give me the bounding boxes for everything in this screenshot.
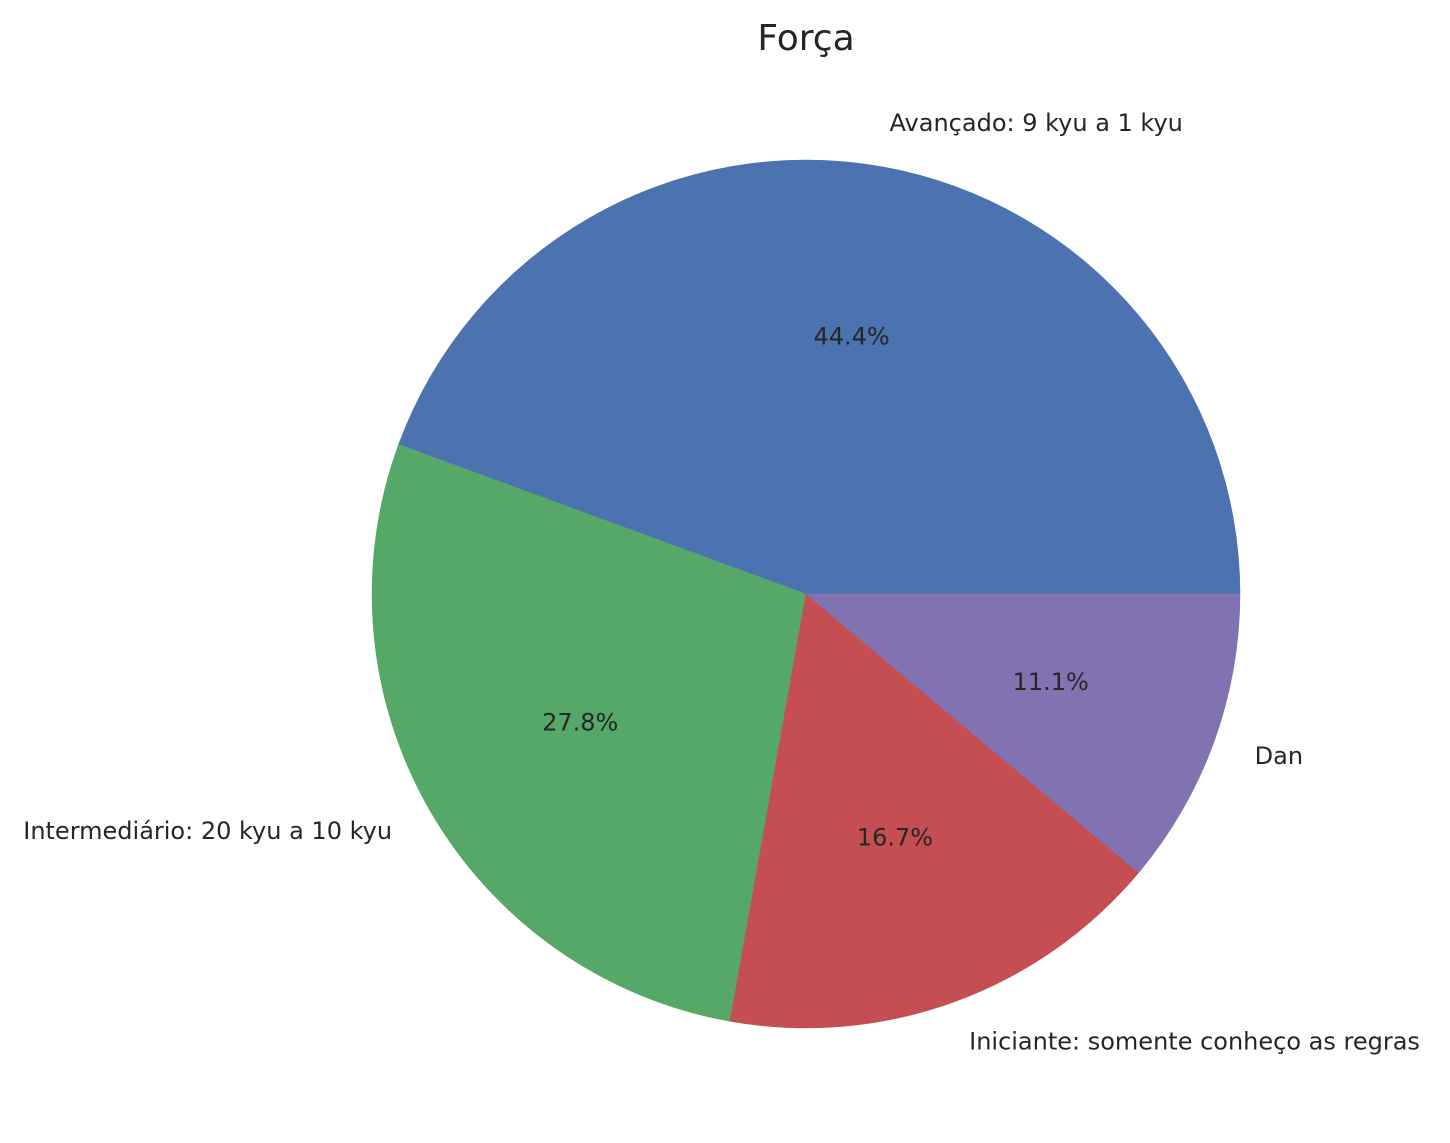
pie-slice-intermediario-20-kyu-a-10-kyu: [371, 444, 807, 1022]
chart-title: Força: [757, 18, 854, 59]
slice-label-intermediario-20-kyu-a-10-kyu: Intermediário: 20 kyu a 10 kyu: [23, 817, 392, 845]
slice-label-avancado-9-kyu-a-1-kyu: Avançado: 9 kyu a 1 kyu: [890, 109, 1183, 137]
pct-label-dan: 11.1%: [1013, 668, 1089, 696]
pct-label-avancado-9-kyu-a-1-kyu: 44.4%: [813, 323, 889, 351]
pie-slices: [371, 159, 1241, 1029]
pie-slice-avancado-9-kyu-a-1-kyu: [398, 159, 1241, 595]
pie-slice-dan: [805, 593, 1241, 874]
slice-label-dan: Dan: [1255, 742, 1303, 770]
pie-labels: Avançado: 9 kyu a 1 kyu 44.4% Intermediári…: [23, 109, 1420, 1056]
pct-label-iniciante-somente-conheco-as-regras: 16.7%: [857, 824, 933, 852]
pie-slice-iniciante-somente-conheco-as-regras: [729, 593, 1140, 1029]
pct-label-intermediario-20-kyu-a-10-kyu: 27.8%: [542, 709, 618, 737]
slice-label-iniciante-somente-conheco-as-regras: Iniciante: somente conheço as regras: [969, 1028, 1420, 1056]
